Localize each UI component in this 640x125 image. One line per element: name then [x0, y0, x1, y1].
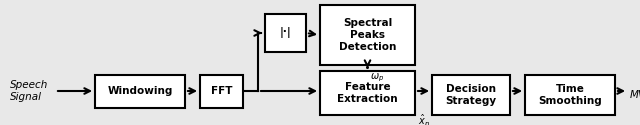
Bar — [95, 75, 185, 108]
Bar — [265, 14, 306, 52]
Bar — [525, 75, 615, 115]
Text: $\hat{x}_p$: $\hat{x}_p$ — [418, 112, 430, 125]
Text: Time
Smoothing: Time Smoothing — [538, 84, 602, 106]
Bar — [432, 75, 510, 115]
Text: MVF: MVF — [630, 90, 640, 100]
Text: Feature
Extraction: Feature Extraction — [337, 82, 398, 104]
Bar — [320, 71, 415, 115]
Bar — [200, 75, 243, 108]
Bar — [320, 5, 415, 65]
Text: Speech
Signal: Speech Signal — [10, 80, 49, 102]
Text: FFT: FFT — [211, 86, 232, 97]
Text: Windowing: Windowing — [108, 86, 173, 97]
Text: $\omega_p$: $\omega_p$ — [370, 72, 384, 84]
Text: Decision
Strategy: Decision Strategy — [445, 84, 497, 106]
Text: Spectral
Peaks
Detection: Spectral Peaks Detection — [339, 18, 396, 52]
Text: |·|: |·| — [280, 28, 291, 38]
